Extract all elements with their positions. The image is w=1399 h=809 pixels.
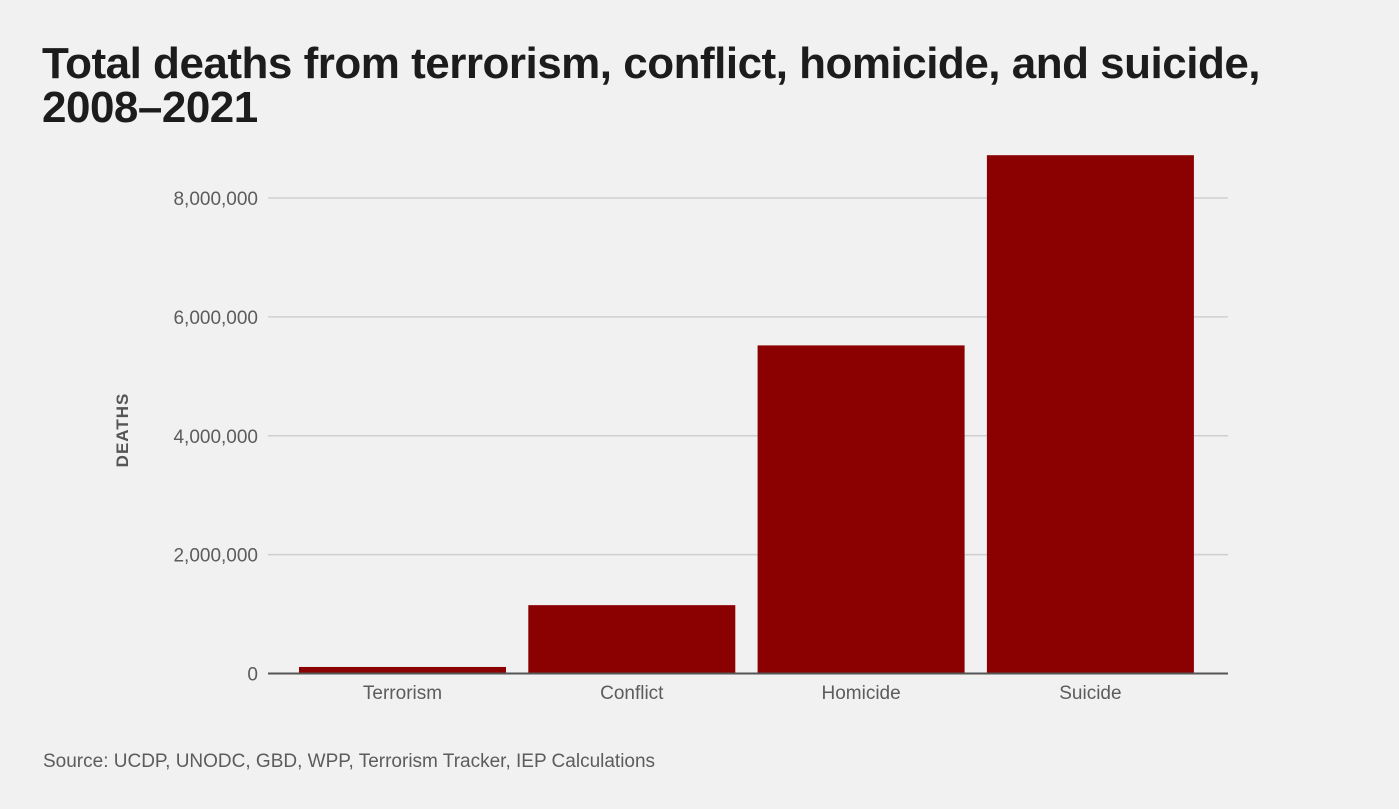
y-tick-label: 4,000,000 — [173, 427, 258, 448]
bars — [299, 155, 1194, 674]
chart-title: Total deaths from terrorism, conflict, h… — [42, 39, 1261, 132]
y-tick-label: 6,000,000 — [173, 308, 258, 329]
y-tick-label: 8,000,000 — [173, 189, 258, 210]
bar-suicide — [986, 155, 1194, 674]
y-tick-labels: 0 2,000,000 4,000,000 6,000,000 8,000,000 — [173, 189, 258, 686]
y-axis-title: DEATHS — [113, 393, 132, 468]
bar-homicide — [757, 345, 965, 674]
x-tick-labels: Terrorism Conflict Homicide Suicide — [363, 683, 1122, 704]
x-tick-label: Homicide — [821, 683, 900, 704]
y-tick-label: 2,000,000 — [173, 546, 258, 567]
y-tick-label: 0 — [247, 665, 258, 686]
x-tick-label: Conflict — [600, 683, 664, 704]
x-tick-label: Suicide — [1059, 683, 1121, 704]
bar-conflict — [528, 605, 736, 674]
x-tick-label: Terrorism — [363, 683, 442, 704]
bar-terrorism — [299, 666, 506, 674]
source-note: Source: UCDP, UNODC, GBD, WPP, Terrorism… — [43, 751, 656, 772]
